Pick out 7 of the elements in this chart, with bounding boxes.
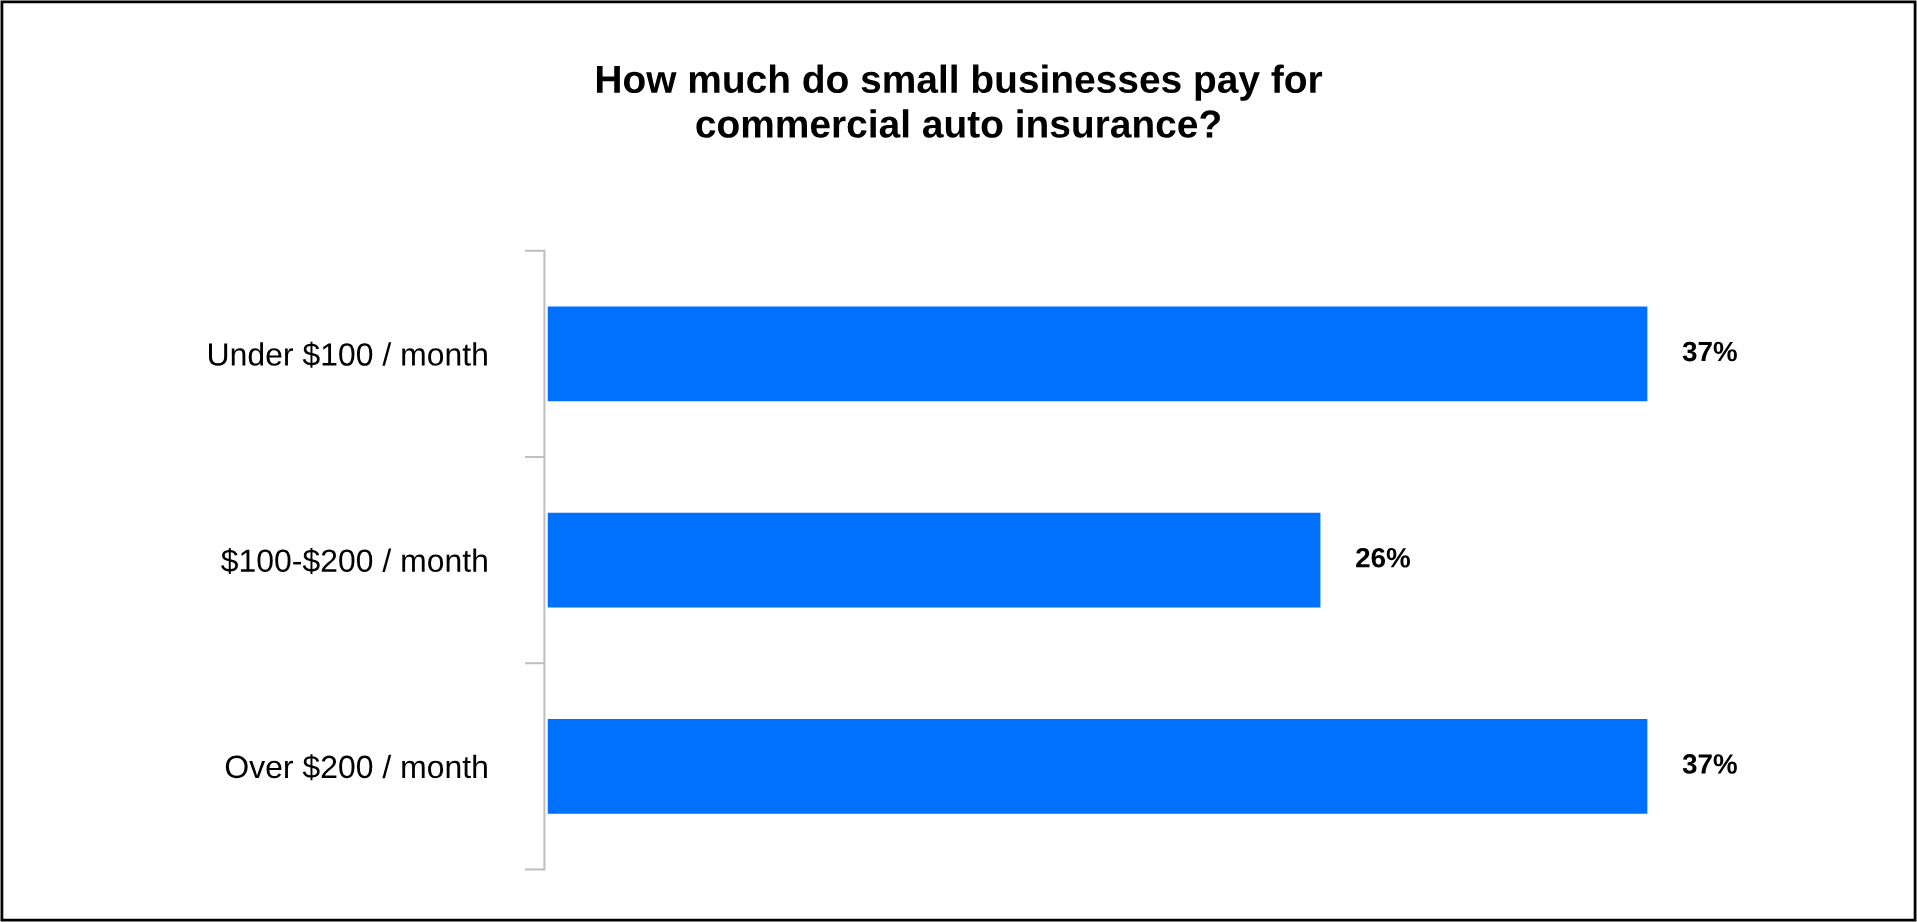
chart-title: How much do small businesses pay for commercial auto insurance? (596, 64, 1323, 138)
data-label: 37% (1682, 341, 1737, 362)
y-tick-label: Under $100 / month (209, 341, 487, 368)
y-tick-label: Over $200 / month (225, 754, 487, 781)
y-tick-label: $100-$200 / month (221, 548, 487, 574)
data-label: 26% (1356, 547, 1411, 568)
data-label: 37% (1682, 754, 1737, 774)
